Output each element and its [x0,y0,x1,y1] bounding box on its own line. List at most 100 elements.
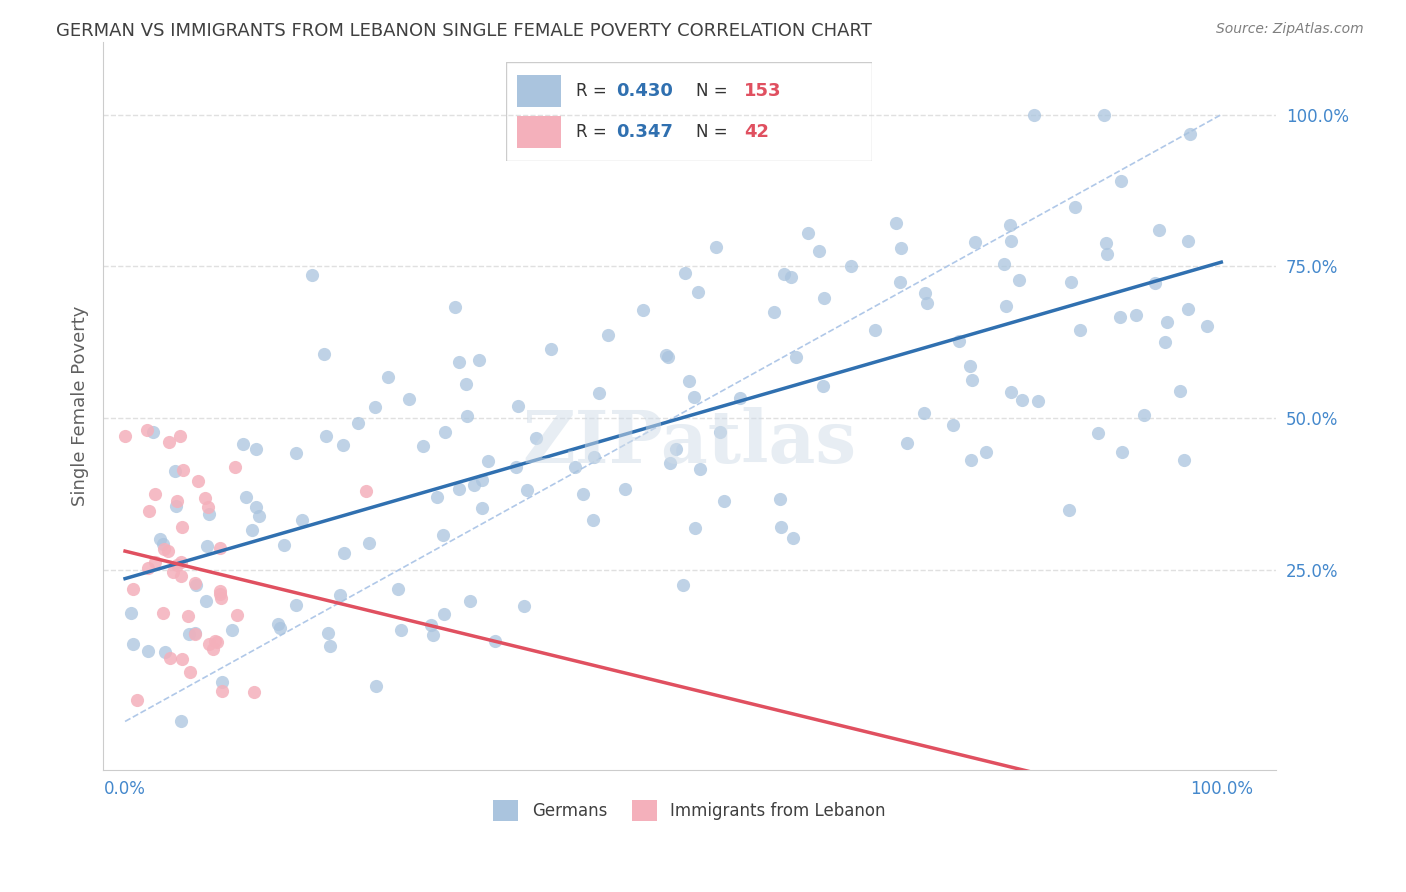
Point [148,532,170,546]
Point [197,637,219,651]
Point [1022,107,1045,121]
Point [211,683,233,698]
Point [169,429,191,443]
Point [205,635,228,649]
Point [863,323,886,337]
Point [948,334,970,348]
Point [673,266,696,280]
Point [942,418,965,433]
Point [484,633,506,648]
Point [422,628,444,642]
Point [678,374,700,388]
Point [1109,173,1132,187]
Point [959,452,981,467]
Point [198,508,221,522]
Point [588,386,610,401]
Point [1195,318,1218,333]
Point [454,377,477,392]
Point [1087,425,1109,440]
Point [571,487,593,501]
Point [960,374,983,388]
Point [709,425,731,439]
Point [121,637,143,651]
Point [1180,128,1202,142]
Point [163,464,186,478]
Point [316,626,339,640]
Point [890,241,912,255]
Point [582,513,605,527]
Point [221,623,243,637]
Point [959,359,981,374]
Point [398,392,420,406]
Point [1000,384,1022,399]
Point [346,417,368,431]
Point [665,442,688,456]
Point [659,456,682,470]
Point [170,568,193,582]
Point [797,226,820,240]
Point [468,353,491,368]
Point [813,291,835,305]
Point [1097,247,1119,261]
Point [506,399,529,413]
Text: R =: R = [575,82,612,100]
Point [170,714,193,729]
Point [209,591,232,606]
Point [1000,235,1022,249]
Point [136,423,159,437]
Point [683,521,706,535]
Point [364,400,387,414]
Point [209,541,232,555]
Point [884,216,907,230]
Point [269,621,291,635]
Point [1057,502,1080,516]
Point [245,442,267,457]
Point [318,640,340,654]
Bar [517,75,561,107]
Point [136,560,159,574]
Point [808,244,831,258]
Point [184,627,207,641]
Point [183,626,205,640]
Point [159,650,181,665]
Text: 153: 153 [744,82,782,100]
Point [209,584,232,599]
Point [201,641,224,656]
Point [1008,273,1031,287]
Point [177,608,200,623]
Point [152,606,174,620]
Point [564,459,586,474]
Text: 0.430: 0.430 [616,82,672,100]
Point [471,501,494,516]
Point [682,390,704,404]
Point [142,425,165,439]
Point [138,504,160,518]
Point [152,536,174,550]
Point [166,493,188,508]
Point [157,435,180,450]
Point [156,544,179,558]
Point [596,327,619,342]
Text: N =: N = [696,123,733,141]
Point [785,350,807,364]
Point [1177,301,1199,316]
Point [914,286,936,301]
Point [273,538,295,552]
Point [688,285,710,299]
Point [143,487,166,501]
Point [1092,107,1115,121]
Point [917,296,939,310]
Point [166,558,188,573]
Point [197,500,219,514]
Point [285,446,308,460]
Point [447,355,470,369]
Point [1109,310,1132,324]
Point [505,460,527,475]
Point [243,685,266,699]
Point [143,555,166,569]
Y-axis label: Single Female Poverty: Single Female Poverty [72,306,89,506]
Point [993,257,1015,271]
Point [657,350,679,364]
Point [165,499,187,513]
Point [470,473,492,487]
